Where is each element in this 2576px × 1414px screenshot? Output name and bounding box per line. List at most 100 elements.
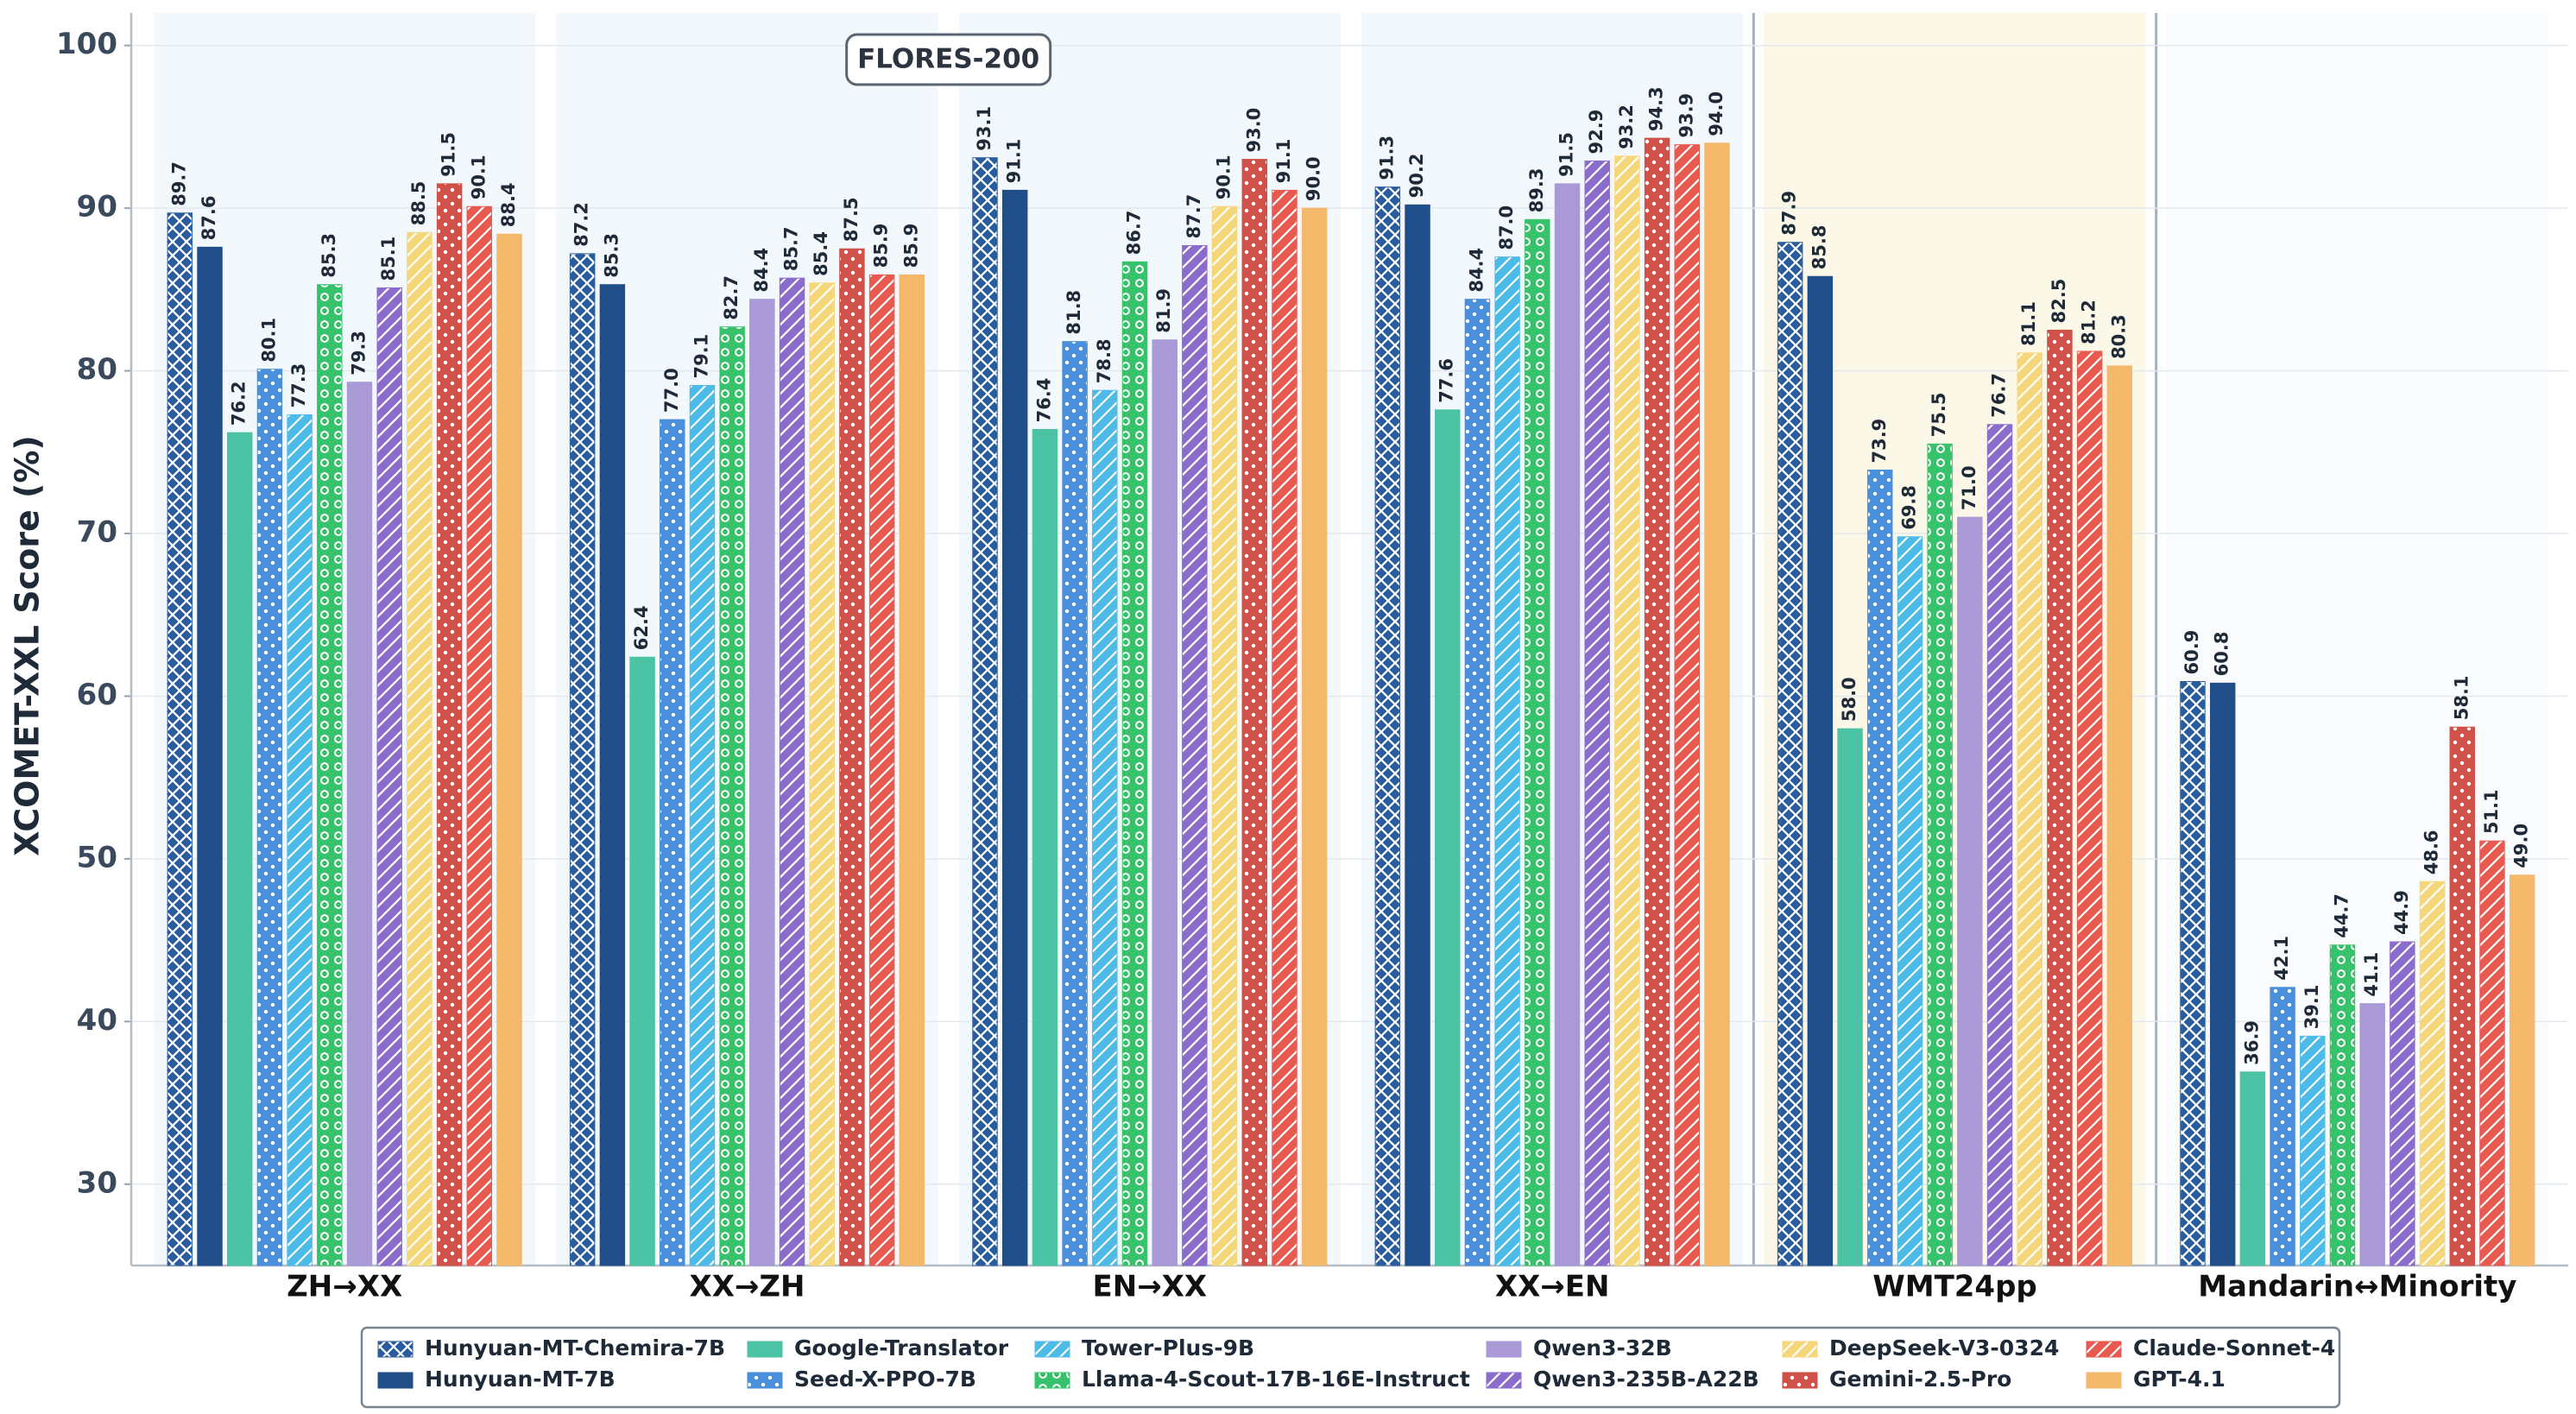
bar [466, 205, 493, 1266]
x-tick-label: XX→ZH [689, 1270, 805, 1304]
bar [167, 212, 193, 1266]
bar [227, 432, 253, 1266]
legend-swatch [2086, 1341, 2122, 1358]
legend-label: Gemini-2.5-Pro [1829, 1367, 2011, 1392]
value-label: 85.3 [319, 233, 339, 278]
value-label: 76.7 [1989, 373, 2010, 418]
legend-label: DeepSeek-V3-0324 [1829, 1335, 2059, 1360]
bar [2209, 682, 2236, 1266]
value-label: 89.3 [1526, 167, 1547, 212]
bar [660, 419, 685, 1266]
value-label: 90.2 [1406, 154, 1427, 199]
bar [749, 299, 775, 1266]
bar [1614, 155, 1640, 1266]
bar [1867, 470, 1893, 1266]
y-tick-label: 50 [77, 840, 117, 874]
value-label: 91.5 [439, 132, 459, 177]
bar [839, 248, 865, 1266]
value-label: 86.7 [1123, 210, 1144, 255]
legend-swatch [1782, 1372, 1818, 1389]
bars [167, 137, 2535, 1266]
value-label: 36.9 [2241, 1020, 2262, 1065]
bar [2329, 944, 2356, 1266]
value-label: 39.1 [2301, 984, 2322, 1029]
bar [2106, 365, 2133, 1266]
bar [197, 246, 223, 1266]
value-label: 91.1 [1273, 139, 1294, 184]
bar [1704, 142, 1730, 1266]
bar [256, 369, 283, 1266]
bar [1807, 275, 1834, 1266]
value-label: 85.8 [1809, 224, 1829, 269]
legend-label: Qwen3-235B-A22B [1533, 1367, 1759, 1392]
value-label: 77.3 [288, 363, 309, 408]
legend-swatch [747, 1372, 783, 1389]
value-label: 44.7 [2331, 893, 2352, 938]
value-label: 69.8 [1898, 485, 1919, 530]
value-label: 44.9 [2391, 890, 2412, 935]
value-label: 93.9 [1676, 93, 1696, 138]
value-label: 87.0 [1496, 205, 1517, 250]
value-label: 79.3 [349, 331, 369, 376]
bar [809, 282, 835, 1266]
annotation-box [845, 33, 1052, 86]
value-label: 76.2 [229, 381, 249, 426]
legend-label: Google-Translator [794, 1335, 1009, 1360]
bar [972, 157, 998, 1266]
legend-swatch [1486, 1372, 1522, 1389]
value-label: 90.1 [468, 155, 489, 199]
legend-label: Hunyuan-MT-7B [425, 1367, 616, 1392]
value-label: 60.9 [2181, 630, 2202, 675]
value-label: 87.7 [1184, 194, 1204, 239]
annotation: FLORES-200 [857, 44, 1039, 75]
bar [1674, 144, 1701, 1266]
bar [868, 274, 895, 1266]
bar [629, 656, 655, 1266]
value-label: 85.3 [601, 233, 622, 278]
value-label: 91.3 [1376, 136, 1397, 180]
value-label: 48.6 [2421, 830, 2442, 874]
value-label: 80.3 [2108, 314, 2129, 359]
bar [599, 284, 626, 1266]
bar [569, 253, 596, 1266]
value-label: 91.5 [1556, 132, 1577, 177]
value-label: 85.4 [811, 231, 831, 276]
bar [1957, 516, 1983, 1266]
value-label: 78.8 [1094, 338, 1114, 383]
y-tick-label: 40 [77, 1003, 117, 1038]
bar [1032, 428, 1058, 1266]
bar [1897, 536, 1923, 1266]
legend-swatch [1034, 1372, 1070, 1389]
bar [317, 284, 343, 1266]
value-label: 81.2 [2079, 300, 2099, 344]
value-label: 91.1 [1004, 139, 1025, 184]
bar [1062, 341, 1088, 1266]
legend-swatch [377, 1372, 414, 1389]
value-label: 58.1 [2451, 675, 2472, 720]
bar [496, 233, 522, 1266]
bar [2300, 1035, 2326, 1266]
bar [287, 413, 313, 1266]
value-label: 89.7 [168, 161, 189, 206]
value-label: 84.4 [1466, 248, 1487, 293]
value-label: 93.2 [1616, 104, 1637, 149]
y-tick-label: 80 [77, 352, 117, 387]
legend-swatch [377, 1341, 414, 1358]
value-label: 81.8 [1064, 290, 1084, 335]
bar [2047, 329, 2073, 1266]
bar [1272, 189, 1297, 1266]
value-label: 81.9 [1153, 288, 1174, 333]
legend-label: Seed-X-PPO-7B [794, 1367, 976, 1392]
value-label: 87.9 [1779, 191, 1800, 236]
bar [2076, 350, 2103, 1266]
value-label: 85.7 [781, 226, 802, 271]
bar [346, 382, 373, 1266]
value-label: 87.2 [571, 202, 592, 247]
value-label: 73.9 [1869, 419, 1890, 464]
bar [1777, 242, 1803, 1266]
y-tick-label: 60 [77, 678, 117, 712]
bar [1152, 339, 1178, 1266]
x-tick-label: WMT24pp [1872, 1270, 2037, 1304]
value-label: 77.6 [1436, 358, 1457, 403]
bar [1121, 261, 1148, 1266]
